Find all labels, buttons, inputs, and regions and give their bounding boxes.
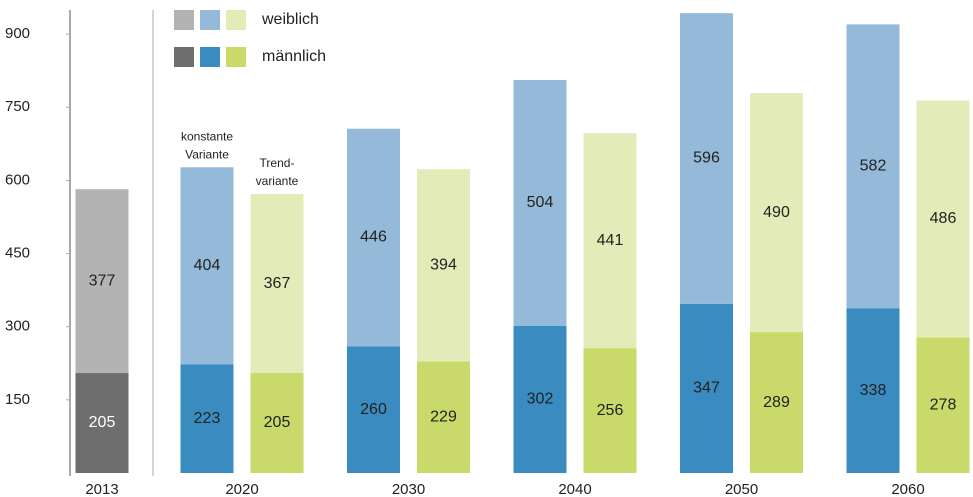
bar-segment	[417, 361, 470, 473]
value-label: 260	[360, 401, 387, 418]
value-label: 486	[930, 210, 957, 227]
value-label: 596	[693, 150, 720, 167]
bar-segment	[513, 325, 567, 473]
bar-segment	[250, 194, 304, 374]
y-tick-label: 600	[5, 171, 30, 188]
x-tick-label: 2030	[392, 481, 425, 497]
bar-segment	[750, 93, 803, 333]
bar-segment	[347, 128, 400, 347]
x-tick-label: 2013	[85, 481, 118, 497]
value-label: 582	[860, 158, 887, 175]
bar-segment	[846, 308, 900, 473]
bar-segment	[180, 167, 234, 365]
bar-segment	[916, 337, 970, 473]
value-label: 504	[527, 194, 554, 211]
variant-label: variante	[256, 174, 299, 188]
bar-segment	[180, 364, 234, 473]
value-label: 205	[264, 414, 291, 431]
value-label: 347	[693, 380, 720, 397]
bar-segment	[583, 348, 637, 473]
legend-swatch	[200, 47, 220, 67]
bar-segment	[75, 189, 129, 374]
value-label: 377	[89, 272, 116, 289]
bar-segment	[347, 346, 400, 473]
bar-segment	[75, 373, 129, 473]
legend-swatch	[174, 10, 194, 30]
bar-segment	[583, 133, 637, 349]
bar-segment	[680, 303, 733, 473]
value-label: 394	[430, 256, 457, 273]
value-label: 490	[763, 204, 790, 221]
bar-segment	[916, 100, 970, 338]
y-tick-label: 750	[5, 98, 30, 115]
x-tick-label: 2020	[225, 481, 258, 497]
bar-segment	[417, 169, 470, 362]
value-label: 404	[194, 257, 221, 274]
value-label: 205	[89, 414, 116, 431]
value-label: 446	[360, 229, 387, 246]
value-label: 229	[430, 408, 457, 425]
x-tick-label: 2060	[891, 481, 924, 497]
bar-segment	[750, 332, 803, 473]
legend-swatch	[226, 47, 246, 67]
variant-label: Variante	[185, 147, 229, 161]
y-tick-label: 900	[5, 25, 30, 42]
legend-label: männlich	[262, 48, 326, 65]
value-label: 289	[763, 394, 790, 411]
bar-segment	[846, 24, 900, 309]
legend-swatch	[200, 10, 220, 30]
variant-label: konstante	[181, 129, 233, 143]
value-label: 223	[194, 410, 221, 427]
value-label: 441	[597, 232, 624, 249]
legend-swatch	[174, 47, 194, 67]
x-tick-label: 2040	[558, 481, 591, 497]
variant-label: Trend-	[260, 156, 295, 170]
value-label: 256	[597, 402, 624, 419]
bar-segment	[513, 79, 567, 326]
value-label: 278	[930, 396, 957, 413]
legend-swatch	[226, 10, 246, 30]
y-tick-label: 450	[5, 245, 30, 262]
value-label: 302	[527, 391, 554, 408]
y-tick-label: 150	[5, 391, 30, 408]
x-tick-label: 2050	[725, 481, 758, 497]
legend-label: weiblich	[261, 11, 319, 28]
bar-segment	[250, 373, 304, 473]
bar-segment	[680, 13, 733, 304]
value-label: 367	[264, 275, 291, 292]
y-tick-label: 300	[5, 318, 30, 335]
value-label: 338	[860, 382, 887, 399]
